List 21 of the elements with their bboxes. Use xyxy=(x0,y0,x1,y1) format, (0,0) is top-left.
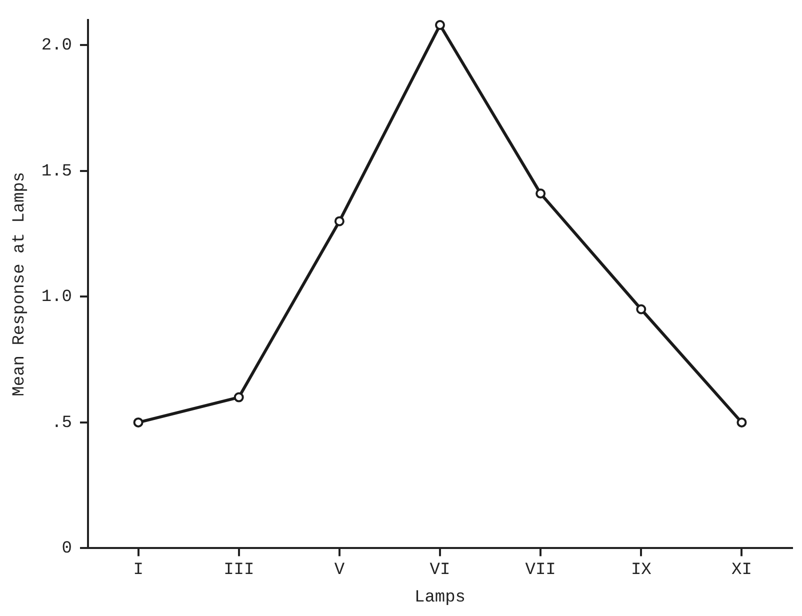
point xyxy=(234,392,244,402)
y-tick-label: 2.0 xyxy=(41,36,72,56)
x-tick-label: V xyxy=(334,560,346,580)
y-tick-label: 1.5 xyxy=(41,162,72,182)
point xyxy=(334,216,344,226)
x-tick-label: IX xyxy=(630,560,652,580)
y-axis-title: Mean Response at Lamps xyxy=(10,172,30,396)
y-tick-label: 0 xyxy=(62,540,72,559)
x-tick-label: VI xyxy=(430,560,450,580)
point xyxy=(133,417,144,428)
x-tick-label: XI xyxy=(732,560,752,580)
x-tick-label: III xyxy=(224,560,254,580)
x-tick-label: VII xyxy=(525,560,556,580)
x-axis-title: Lamps xyxy=(414,588,466,608)
point xyxy=(536,188,546,199)
point xyxy=(736,417,747,428)
point xyxy=(636,304,646,314)
y-tick-label: 1.0 xyxy=(41,288,72,308)
y-tick-label: .5 xyxy=(52,414,72,433)
point xyxy=(435,20,446,30)
x-tick-label: I xyxy=(133,560,144,580)
